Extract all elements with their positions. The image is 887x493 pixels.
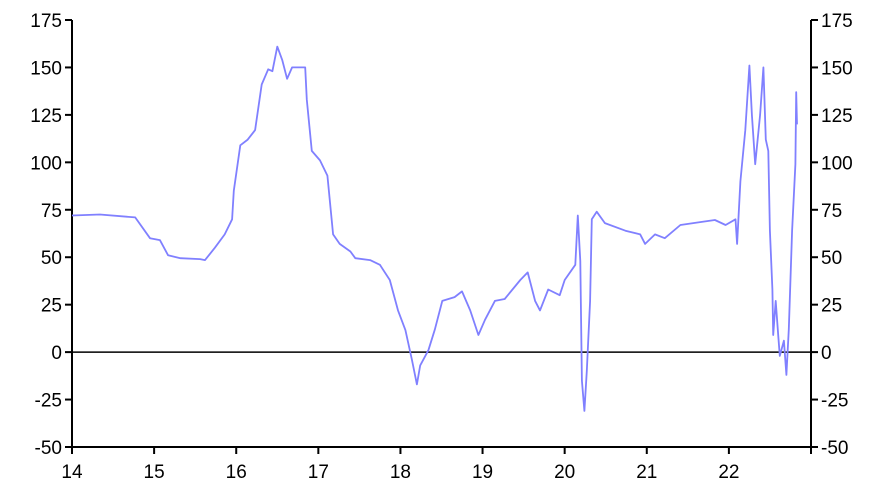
right-y-tick-label: 25 <box>821 296 842 317</box>
ticks: -50 -50 -25 -25 0 0 25 25 50 50 75 75 100 100 125 125 15… <box>30 11 852 483</box>
right-y-tick-label: 150 <box>821 58 853 79</box>
right-y-tick-label: -50 <box>821 438 848 459</box>
left-y-tick-label: 125 <box>30 106 62 127</box>
x-tick-label: 18 <box>390 462 411 483</box>
right-y-tick-label: 0 <box>821 343 832 364</box>
left-y-tick-label: 0 <box>51 343 62 364</box>
left-y-tick-label: -25 <box>35 391 62 412</box>
x-tick-label: 17 <box>308 462 329 483</box>
x-tick-label: 21 <box>636 462 657 483</box>
x-tick-label: 20 <box>554 462 575 483</box>
right-y-tick-label: 100 <box>821 153 853 174</box>
left-y-tick-label: -50 <box>35 438 62 459</box>
right-y-tick-label: 125 <box>821 106 853 127</box>
left-y-tick-label: 50 <box>41 248 62 269</box>
x-tick-label: 14 <box>61 462 83 483</box>
left-y-tick-label: 175 <box>30 11 62 32</box>
x-tick-label: 22 <box>718 462 739 483</box>
left-y-tick-label: 100 <box>30 153 62 174</box>
series-line <box>71 45 798 412</box>
x-tick-label: 15 <box>144 462 165 483</box>
left-y-tick-label: 150 <box>30 58 62 79</box>
plot-area <box>71 45 798 412</box>
left-y-tick-label: 25 <box>41 296 62 317</box>
axes <box>71 20 812 448</box>
right-y-tick-label: 75 <box>821 201 842 222</box>
right-y-tick-label: -25 <box>821 391 848 412</box>
right-y-tick-label: 175 <box>821 11 853 32</box>
right-y-tick-label: 50 <box>821 248 842 269</box>
left-y-tick-label: 75 <box>41 201 62 222</box>
x-tick-label: 19 <box>472 462 493 483</box>
x-tick-label: 16 <box>226 462 247 483</box>
